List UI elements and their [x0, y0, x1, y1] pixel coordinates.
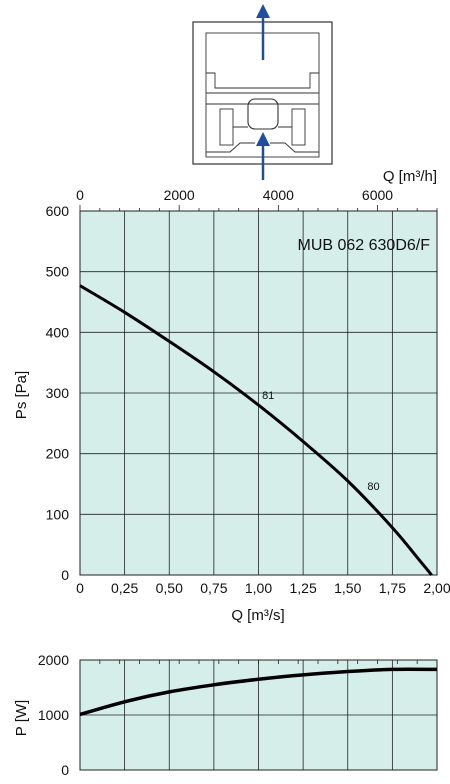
- power-chart: 0 1000 2000 P [W]: [13, 652, 438, 778]
- flow-m3h-ticks: 0 2000 4000 6000: [76, 187, 393, 203]
- y-tick-label: 200: [46, 446, 70, 462]
- x2-tick-label: 0: [76, 187, 84, 203]
- pressure-chart: 0 0,25 0,50 0,75 1,00 1,25 1,50 1,75 2,00 0 100 20…: [13, 168, 450, 624]
- pressure-grid: [79, 205, 438, 575]
- unit-fan-wheel: [247, 98, 279, 130]
- pressure-y-ticks: 0 100 200 300 400 500 600: [46, 203, 70, 583]
- x-tick-label: 0,25: [111, 580, 138, 596]
- x-tick-label: 1,75: [379, 580, 406, 596]
- power-grid: [79, 660, 438, 770]
- y-tick-label: 400: [46, 324, 70, 340]
- x-tick-label: 0,75: [200, 580, 227, 596]
- y-tick-label: 300: [46, 385, 70, 401]
- x-tick-label: 0,50: [156, 580, 183, 596]
- pressure-curve: [79, 284, 433, 576]
- x-tick-label: 0: [76, 580, 84, 596]
- x-tick-label: 1,00: [245, 580, 272, 596]
- power-y-ticks: 0 1000 2000: [38, 652, 69, 778]
- y-tick-label: 100: [46, 506, 70, 522]
- y-tick-label: 0: [61, 567, 69, 583]
- power-y-tick-label: 0: [61, 762, 69, 778]
- x2-tick-label: 4000: [263, 187, 294, 203]
- y-tick-label: 500: [46, 264, 70, 280]
- x-tick-label: 2,00: [423, 580, 450, 596]
- airflow-in-arrow-icon: [256, 132, 270, 180]
- x-tick-label: 1,50: [334, 580, 361, 596]
- x2-tick-label: 6000: [362, 187, 393, 203]
- curve-annotation: 81: [262, 390, 274, 402]
- power-curve: [79, 667, 438, 717]
- curve-annotation: 80: [367, 481, 379, 493]
- unit-motor-left: [219, 108, 234, 146]
- y-axis-label: Ps [Pa]: [13, 371, 30, 419]
- pressure-x-ticks: 0 0,25 0,50 0,75 1,00 1,25 1,50 1,75 2,00: [76, 580, 450, 596]
- x-tick-label: 1,25: [290, 580, 317, 596]
- unit-inlet-outline: [206, 142, 319, 153]
- model-title: MUB 062 630D6/F: [297, 237, 430, 254]
- unit-filter-outline: [206, 72, 319, 89]
- power-y-tick-label: 1000: [38, 707, 69, 723]
- curve-annotations: 81 80: [262, 390, 380, 493]
- x2-axis-label: Q [m³/h]: [383, 168, 437, 185]
- x2-tick-label: 2000: [164, 187, 195, 203]
- x-axis-label: Q [m³/s]: [231, 607, 284, 624]
- unit-motor-right: [291, 108, 306, 146]
- airflow-out-arrow-icon: [256, 4, 270, 60]
- y-tick-label: 600: [46, 203, 70, 219]
- power-y-tick-label: 2000: [38, 652, 69, 668]
- power-y-axis-label: P [W]: [13, 700, 30, 736]
